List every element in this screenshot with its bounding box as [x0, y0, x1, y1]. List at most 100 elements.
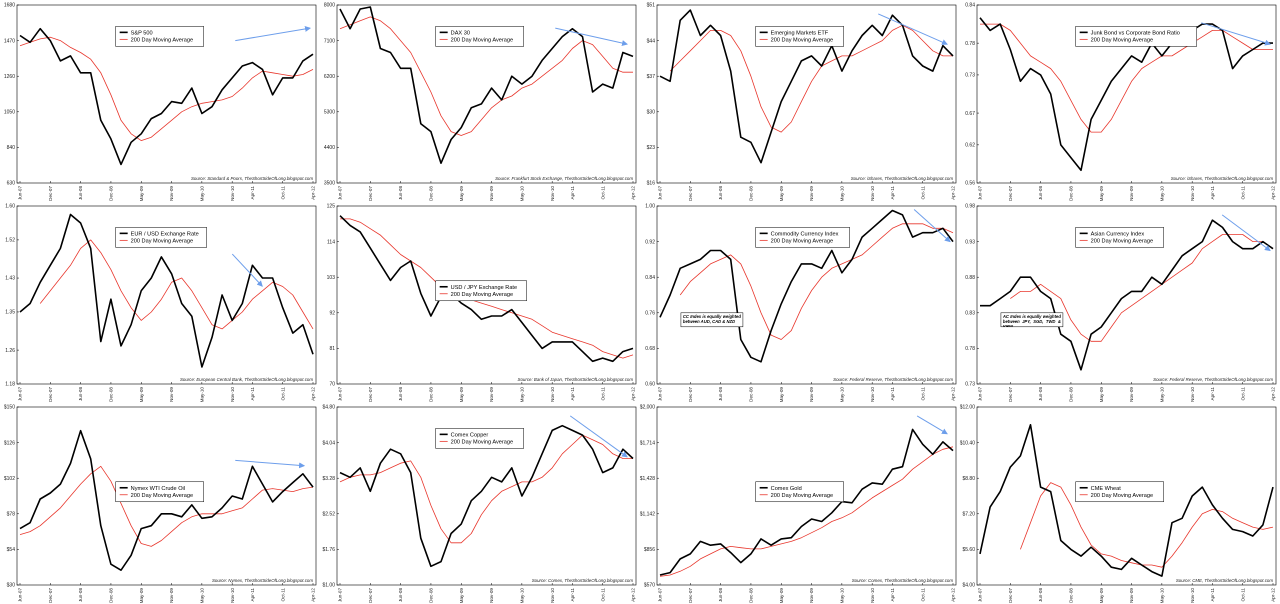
legend-label: 200 Day Moving Average	[131, 37, 193, 43]
legend-label: DAX 30	[451, 30, 470, 36]
y-tick-label: 1.52	[5, 238, 15, 244]
x-tick-label: May-09	[1099, 186, 1104, 202]
y-tick-label: $5.60	[962, 547, 975, 553]
y-tick-label: $150	[4, 405, 15, 411]
x-tick-label: May-09	[779, 186, 784, 202]
y-tick-label: $54	[7, 547, 16, 553]
x-tick-label: Jun-08	[718, 387, 723, 401]
x-tick-label: Dec-07	[688, 186, 693, 201]
x-tick-label: Nov-09	[1129, 588, 1134, 603]
x-tick-label: May-09	[459, 186, 464, 202]
y-tick-label: 0.78	[965, 41, 975, 47]
x-tick-label: May-10	[839, 387, 844, 403]
x-tick-label: Apr-11	[570, 387, 575, 401]
x-tick-label: Jun-08	[78, 588, 83, 602]
x-tick-label: Apr-11	[890, 186, 895, 200]
x-tick-label: Oct-11	[1240, 186, 1245, 200]
y-tick-label: $2.52	[322, 512, 335, 518]
y-tick-label: $4.00	[962, 583, 975, 589]
source-note: Source: CME, TheShortSideOfLong.blogspot…	[1176, 578, 1273, 583]
price-line	[339, 424, 634, 568]
x-tick-label: May-09	[459, 387, 464, 403]
x-tick-label: Apr-11	[250, 186, 255, 200]
x-tick-label: Jun-07	[658, 186, 663, 200]
y-tick-label: 125	[327, 204, 336, 210]
plot-frame	[656, 4, 957, 184]
x-tick-label: Nov-09	[809, 186, 814, 201]
x-tick-label: Dec-08	[109, 588, 114, 603]
y-tick-label: 0.68	[645, 346, 655, 352]
plot-frame	[656, 205, 957, 385]
x-tick-label: Jun-07	[978, 387, 983, 401]
legend-label: Commodity Currency Index	[771, 231, 839, 237]
trend-arrow	[1201, 22, 1271, 46]
y-tick-label: $126	[4, 440, 15, 446]
legend-label: Emerging Markets ETF	[771, 30, 829, 36]
x-tick-label: May-10	[519, 186, 524, 202]
y-tick-label: 0.62	[965, 143, 975, 149]
legend-label: 200 Day Moving Average	[771, 238, 833, 244]
y-tick-label: $30	[7, 583, 16, 589]
note: AC Index is equally weighted between JPY…	[1002, 313, 1061, 327]
legend-box	[1075, 26, 1197, 47]
note: CC Index is equally weighted between AUD…	[682, 313, 741, 324]
x-tick-label: Jun-08	[78, 387, 83, 401]
y-tick-label: $16	[647, 181, 656, 187]
y-tick-label: $102	[4, 476, 15, 482]
x-tick-label: Oct-11	[920, 588, 925, 602]
y-tick-label: $1.00	[322, 583, 335, 589]
x-tick-label: Jun-07	[18, 387, 23, 401]
y-tick-label: 5300	[324, 110, 335, 116]
x-tick-label: Jun-07	[978, 186, 983, 200]
trend-arrow	[916, 415, 948, 435]
y-tick-label: 1.26	[5, 348, 15, 354]
x-tick-label: Apr-11	[890, 387, 895, 401]
moving-average-line	[39, 239, 314, 330]
legend-box	[755, 481, 844, 503]
x-tick-label: Nov-10	[550, 186, 555, 201]
trend-arrow	[913, 209, 951, 243]
x-tick-label: Dec-07	[1008, 588, 1013, 603]
x-tick-label: Nov-09	[1129, 186, 1134, 201]
y-tick-label: 1.18	[5, 382, 15, 388]
x-tick-label: May-10	[1159, 186, 1164, 202]
x-tick-label: Oct-11	[280, 387, 285, 401]
moving-average-line	[340, 218, 634, 359]
x-tick-label: May-10	[519, 387, 524, 403]
x-tick-label: Dec-07	[48, 186, 53, 201]
x-tick-label: Oct-11	[920, 387, 925, 401]
plot-frame	[976, 4, 1277, 184]
x-tick-label: Nov-10	[230, 588, 235, 603]
x-tick-label: Nov-10	[1190, 387, 1195, 402]
x-tick-label: Jun-07	[338, 387, 343, 401]
x-tick-label: Nov-09	[489, 387, 494, 402]
y-tick-label: $23	[647, 145, 656, 151]
x-tick-label: May-09	[139, 588, 144, 604]
x-tick-label: Nov-09	[169, 588, 174, 603]
price-line	[980, 219, 1274, 371]
x-tick-label: Dec-07	[368, 186, 373, 201]
trend-arrow	[569, 415, 628, 458]
x-tick-label: May-10	[199, 387, 204, 403]
x-tick-label: May-10	[839, 186, 844, 202]
y-tick-label: $7.20	[962, 512, 975, 518]
y-tick-label: 3500	[324, 181, 335, 187]
y-tick-label: 81	[329, 346, 335, 352]
x-tick-label: May-09	[1099, 387, 1104, 403]
trend-arrow	[235, 26, 312, 42]
plot-frame	[16, 406, 317, 586]
x-tick-label: Nov-10	[1190, 588, 1195, 603]
y-tick-label: 0.73	[965, 382, 975, 388]
x-tick-label: Dec-08	[749, 387, 754, 402]
legend-label: S&P 500	[131, 30, 153, 36]
x-tick-label: Jun-07	[978, 588, 983, 602]
legend-box	[1075, 481, 1164, 503]
y-tick-label: 0.93	[965, 239, 975, 245]
legend-box	[115, 26, 204, 47]
y-tick-label: $4.04	[322, 440, 335, 446]
x-tick-label: Apr-11	[1210, 387, 1215, 401]
legend-label: 200 Day Moving Average	[1091, 493, 1153, 499]
legend-box	[755, 26, 844, 47]
x-tick-label: May-09	[139, 387, 144, 403]
y-tick-label: 1.00	[645, 204, 655, 210]
